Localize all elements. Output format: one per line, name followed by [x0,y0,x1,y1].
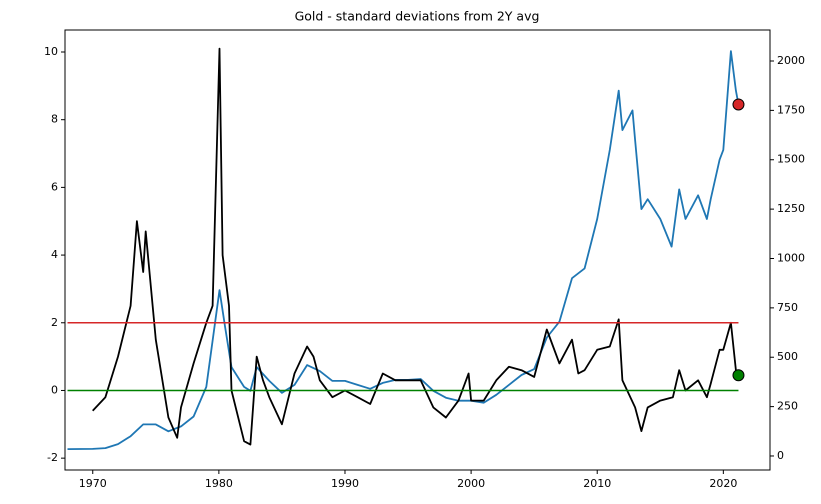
y2-tick-label: 2000 [777,54,805,67]
marker-point [732,98,745,111]
y2-tick-label: 750 [777,301,798,314]
y2-tick-label: 1500 [777,153,805,166]
y-tick-label: 6 [51,180,58,193]
y-tick-label: 4 [51,248,58,261]
y-tick-label: 0 [51,383,58,396]
y2-tick-label: 1250 [777,202,805,215]
y-tick-label: 2 [51,316,58,329]
y-tick-label: 10 [44,45,58,58]
x-tick-label: 1970 [79,477,107,490]
x-tick-label: 2020 [709,477,737,490]
chart-title: Gold - standard deviations from 2Y avg [295,9,540,24]
y2-tick-label: 1750 [777,103,805,116]
x-tick-label: 1980 [205,477,233,490]
x-tick-label: 1990 [331,477,359,490]
y2-tick-label: 250 [777,400,798,413]
data-line [67,50,740,450]
data-line [92,47,740,446]
y-tick-label: 8 [51,113,58,126]
y2-tick-label: 1000 [777,251,805,264]
plot-frame [64,29,771,471]
y-tick-label: -2 [47,451,58,464]
x-tick-label: 2010 [583,477,611,490]
y2-tick-label: 500 [777,350,798,363]
y2-tick-label: 0 [777,449,784,462]
marker-point [732,369,745,382]
x-tick-label: 2000 [457,477,485,490]
